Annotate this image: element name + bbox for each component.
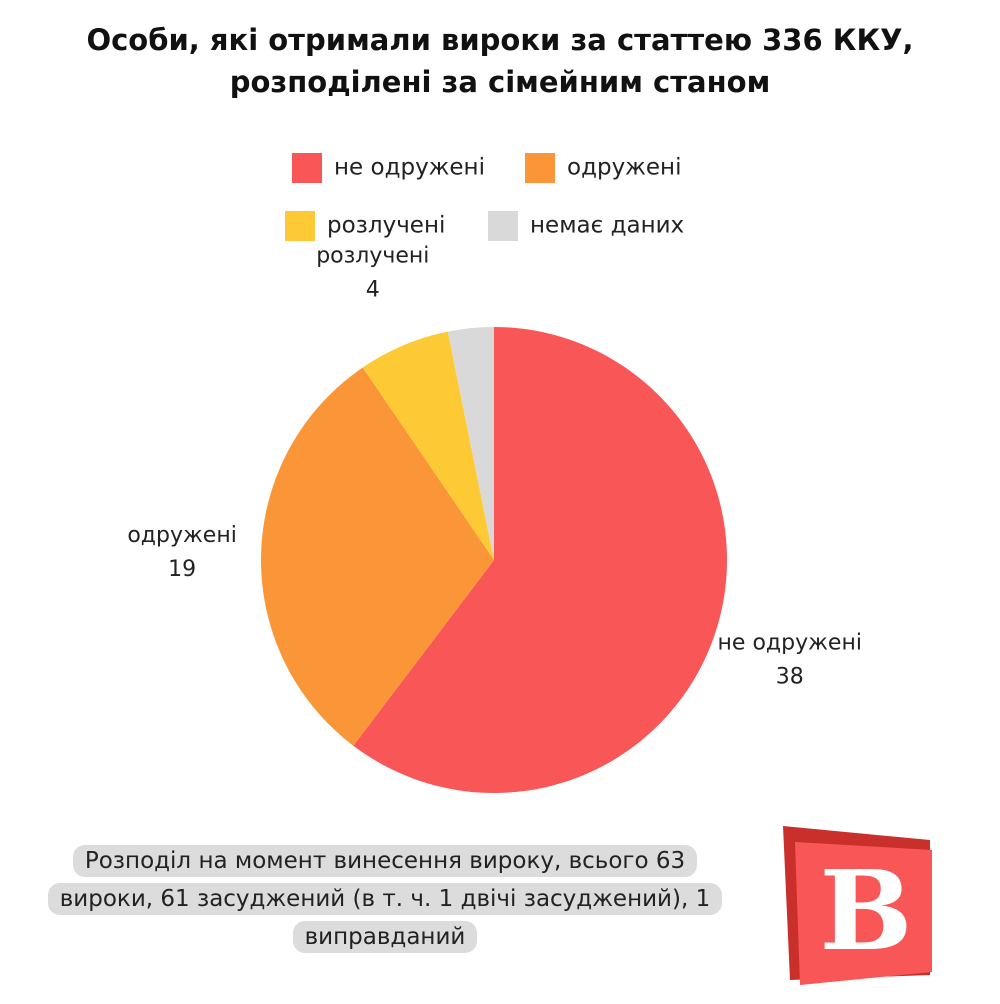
note: Розподіл на момент винесення вироку, всь… bbox=[45, 842, 725, 956]
legend-label: не одружені bbox=[334, 155, 485, 181]
data-label-value: 4 bbox=[366, 277, 380, 302]
pie-slice bbox=[447, 327, 494, 560]
legend-label: розлучені bbox=[327, 213, 445, 239]
data-label-name: розлучені bbox=[316, 243, 429, 268]
legend-swatch bbox=[488, 211, 518, 241]
logo-text: B bbox=[820, 846, 913, 975]
data-label-value: 19 bbox=[168, 557, 196, 582]
data-label-name: одружені bbox=[127, 523, 237, 548]
pie-slice bbox=[260, 367, 494, 746]
pie-slice bbox=[353, 327, 727, 793]
legend-label: немає даних bbox=[530, 213, 684, 239]
legend-swatch bbox=[525, 153, 555, 183]
note-text: Розподіл на момент винесення вироку, всь… bbox=[47, 845, 723, 953]
data-label-name: не одружені bbox=[718, 630, 862, 655]
data-label-value: 38 bbox=[776, 664, 804, 689]
legend-swatch bbox=[285, 211, 315, 241]
legend-label: одружені bbox=[567, 155, 681, 181]
legend-swatch bbox=[292, 153, 322, 183]
logo: B bbox=[783, 826, 932, 985]
pie-slice bbox=[362, 331, 494, 560]
chart-title: Особи, які отримали вироки за статтею 33… bbox=[86, 23, 913, 99]
